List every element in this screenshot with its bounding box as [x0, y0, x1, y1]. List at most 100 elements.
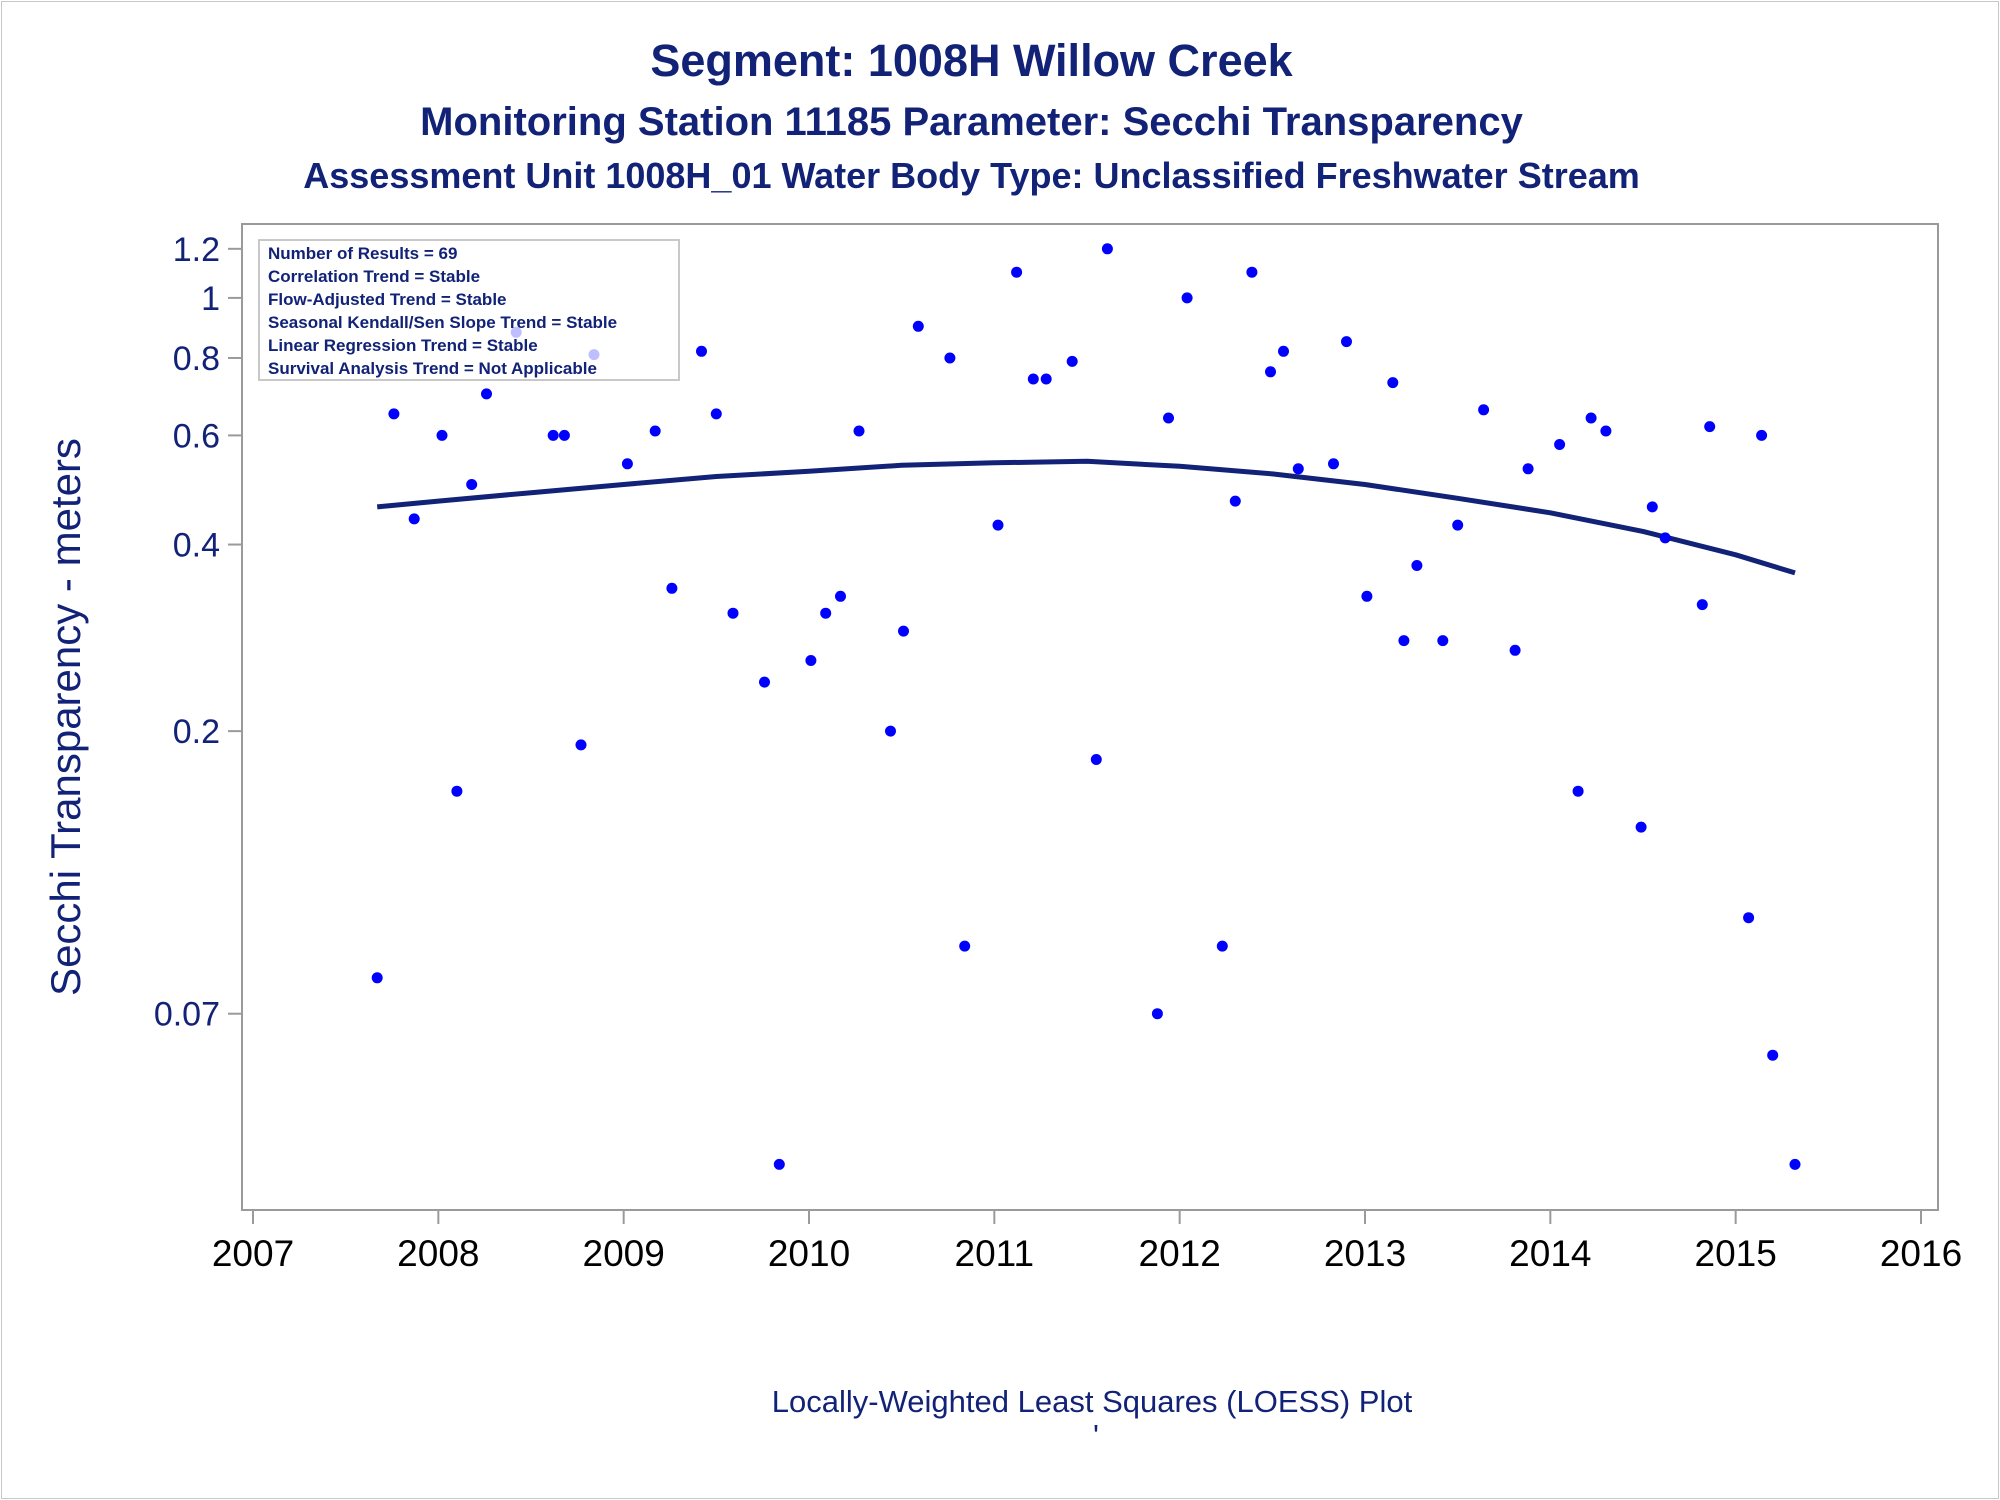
- data-point: [1101, 243, 1113, 255]
- y-tick-label: 0.07: [154, 996, 220, 1034]
- data-point: [1789, 1158, 1801, 1170]
- data-point: [558, 429, 570, 441]
- y-tick-label: 0.4: [173, 527, 220, 565]
- data-point: [1452, 519, 1464, 531]
- x-tick-label: 2011: [955, 1233, 1035, 1274]
- legend-line-flow-adjusted: Flow-Adjusted Trend = Stable: [268, 290, 507, 309]
- data-point: [805, 655, 817, 666]
- data-point: [1328, 458, 1339, 470]
- data-point: [408, 513, 420, 525]
- data-point: [1522, 463, 1534, 475]
- x-axis: 2007 2008 2009 2010 2011 2012 2013 2014 2015 2016: [212, 1210, 1962, 1274]
- data-point: [1743, 912, 1755, 924]
- legend-line-survival: Survival Analysis Trend = Not Applicable: [268, 359, 597, 378]
- data-point: [1278, 345, 1289, 357]
- data-point: [835, 590, 846, 602]
- data-point: [1572, 785, 1584, 797]
- legend-line-results: Number of Results = 69: [268, 244, 457, 263]
- data-point: [481, 388, 492, 400]
- data-point: [885, 725, 896, 737]
- data-point: [853, 425, 865, 437]
- chart-footnote: Locally-Weighted Least Squares (LOESS) P…: [772, 1384, 1413, 1419]
- chart-title: Segment: 1008H Willow Creek: [650, 35, 1293, 86]
- data-point: [1090, 754, 1102, 765]
- data-point: [1151, 1008, 1163, 1020]
- data-point: [944, 352, 956, 364]
- y-tick-label: 1: [201, 280, 220, 318]
- data-point: [1411, 560, 1423, 571]
- data-point: [371, 972, 383, 984]
- data-point: [710, 408, 722, 420]
- data-point: [1163, 412, 1174, 424]
- data-point: [1265, 366, 1276, 378]
- data-point: [1011, 266, 1023, 278]
- data-point: [898, 625, 909, 637]
- y-axis: 1.2 1 0.8 0.6 0.4 0.2 0.07: [154, 231, 242, 1034]
- loess-series: [376, 458, 1796, 576]
- x-tick-label: 2007: [212, 1233, 294, 1274]
- data-point: [1040, 373, 1052, 385]
- data-point: [1398, 635, 1410, 647]
- data-point: [759, 676, 770, 688]
- legend-line-correlation: Correlation Trend = Stable: [268, 267, 480, 286]
- data-point: [1066, 355, 1078, 367]
- data-point: [1292, 463, 1304, 475]
- data-point: [1646, 501, 1658, 513]
- data-point: [912, 320, 924, 332]
- x-tick-label: 2014: [1509, 1233, 1591, 1274]
- data-point: [1554, 439, 1566, 450]
- legend-box-frame: [258, 239, 680, 381]
- data-point: [1216, 940, 1228, 952]
- data-point: [1659, 532, 1671, 544]
- x-tick-label: 2009: [583, 1233, 665, 1274]
- loess-line: [376, 458, 1796, 576]
- data-point: [1696, 599, 1708, 611]
- y-tick-label: 0.2: [173, 713, 220, 751]
- data-point: [727, 607, 739, 619]
- data-point: [1229, 495, 1241, 507]
- plot-area-frame: [241, 223, 1939, 1211]
- x-tick-label: 2008: [397, 1233, 479, 1274]
- y-tick-label: 0.6: [173, 417, 220, 455]
- data-point: [1478, 404, 1490, 416]
- data-point: [1704, 421, 1716, 433]
- data-point: [666, 582, 678, 594]
- legend-line-linear-regression: Linear Regression Trend = Stable: [268, 336, 538, 355]
- data-point: [621, 458, 633, 470]
- data-point: [451, 785, 463, 797]
- legend-line-seasonal-kendall: Seasonal Kendall/Sen Slope Trend = Stabl…: [268, 313, 617, 332]
- data-point: [1246, 266, 1258, 278]
- data-point: [1756, 429, 1768, 441]
- footnote-mark: ': [1093, 1418, 1099, 1453]
- data-point: [1509, 644, 1521, 656]
- data-point: [992, 519, 1004, 531]
- x-tick-label: 2016: [1880, 1233, 1962, 1274]
- data-point: [547, 429, 559, 441]
- y-axis-label: Secchi Transparency - meters: [42, 438, 89, 996]
- y-tick-label: 0.8: [173, 340, 220, 378]
- data-point: [696, 345, 707, 357]
- scatter-series: [371, 243, 1801, 1170]
- data-point: [436, 429, 448, 441]
- data-point: [1437, 635, 1449, 647]
- data-point: [575, 739, 587, 751]
- x-tick-label: 2012: [1139, 1233, 1221, 1274]
- data-point: [466, 479, 478, 490]
- data-point: [1767, 1049, 1779, 1061]
- data-point: [388, 408, 400, 420]
- data-point: [1181, 292, 1193, 304]
- x-tick-label: 2010: [768, 1233, 850, 1274]
- data-point: [649, 425, 661, 437]
- chart-subtitle-assessment: Assessment Unit 1008H_01 Water Body Type…: [303, 155, 1640, 196]
- legend-box: Number of Results = 69 Correlation Trend…: [258, 239, 680, 381]
- data-point: [1341, 336, 1352, 348]
- chart-subtitle-station: Monitoring Station 11185 Parameter: Secc…: [420, 100, 1523, 144]
- x-tick-label: 2013: [1324, 1233, 1406, 1274]
- x-tick-label: 2015: [1695, 1233, 1777, 1274]
- data-point: [1585, 412, 1597, 424]
- data-point: [1600, 425, 1612, 437]
- data-point: [1387, 377, 1399, 389]
- y-tick-label: 1.2: [173, 231, 220, 269]
- data-point: [773, 1158, 785, 1170]
